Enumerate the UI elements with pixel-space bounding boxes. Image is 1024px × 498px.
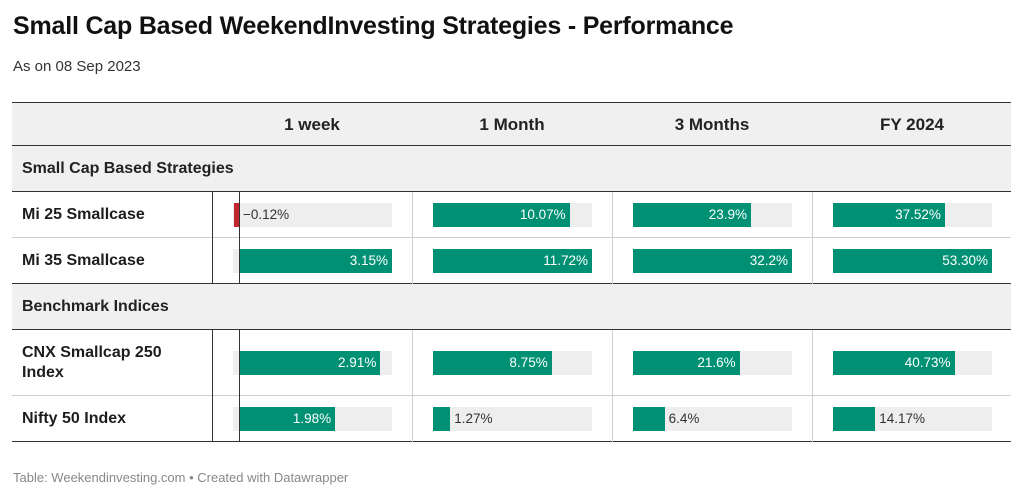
bar-track: 53.30% (833, 249, 992, 273)
column-divider (212, 396, 213, 442)
bar-track: 1.98% (233, 407, 392, 431)
zero-line (239, 192, 240, 238)
bar-track: −0.12% (233, 203, 392, 227)
value-label: 8.75% (509, 355, 548, 370)
value-bar (239, 351, 381, 375)
value-bar (633, 203, 751, 227)
row-label: Nifty 50 Index (22, 410, 127, 427)
group-label: Small Cap Based Strategies (22, 160, 234, 177)
value-label: 21.6% (697, 355, 736, 370)
value-bar (234, 203, 239, 227)
value-label: 40.73% (904, 355, 951, 370)
value-label: 14.17% (879, 411, 926, 426)
table-row: CNX Smallcap 250 Index 2.91% 8.75% 21.6% 40.… (12, 330, 1011, 396)
value-label: 23.9% (708, 207, 747, 222)
value-bar (433, 407, 451, 431)
column-divider (212, 192, 213, 238)
table-header: 1 week 1 Month 3 Months FY 2024 (12, 102, 1011, 146)
zero-line (239, 330, 240, 396)
value-label: 37.52% (895, 207, 941, 222)
table-row: Nifty 50 Index 1.98% 1.27% 6.4% 14.17% (12, 396, 1011, 442)
value-label: 32.2% (749, 253, 788, 268)
group-header: Benchmark Indices (12, 284, 1011, 330)
value-label: 1.27% (454, 411, 493, 426)
column-divider (412, 396, 413, 442)
value-bar (633, 407, 665, 431)
bar-track: 37.52% (833, 203, 992, 227)
value-bar (433, 351, 552, 375)
column-divider (612, 330, 613, 396)
value-label: 53.30% (942, 253, 988, 268)
group-label: Benchmark Indices (22, 298, 169, 315)
bar-track: 1.27% (433, 407, 592, 431)
column-header: 1 Month (479, 115, 545, 134)
column-divider (212, 238, 213, 284)
bar-track: 3.15% (233, 249, 392, 273)
row-label: Mi 35 Smallcase (22, 252, 145, 269)
bar-track: 10.07% (433, 203, 592, 227)
value-label: 2.91% (338, 355, 377, 370)
value-label: −0.12% (243, 207, 290, 222)
bar-track: 21.6% (633, 351, 792, 375)
value-bar (433, 203, 570, 227)
bar-track: 6.4% (633, 407, 792, 431)
column-divider (412, 238, 413, 284)
value-bar (833, 203, 945, 227)
column-header: FY 2024 (880, 115, 944, 134)
column-divider (412, 192, 413, 238)
zero-line (239, 238, 240, 284)
bar-track: 40.73% (833, 351, 992, 375)
column-divider (812, 192, 813, 238)
value-label: 10.07% (519, 207, 566, 222)
footer-credit: Table: Weekendinvesting.com • Created wi… (13, 470, 349, 485)
column-divider (812, 238, 813, 284)
table-row: Mi 25 Smallcase −0.12% 10.07% 23.9% 37.52% (12, 192, 1011, 238)
value-bar (239, 249, 392, 273)
value-label: 1.98% (292, 411, 332, 426)
column-divider (812, 396, 813, 442)
column-divider (412, 330, 413, 396)
value-bar (633, 249, 792, 273)
column-divider (812, 330, 813, 396)
table-row: Mi 35 Smallcase 3.15% 11.72% 32.2% 53.30% (12, 238, 1011, 284)
group-header: Small Cap Based Strategies (12, 146, 1011, 192)
page-title: Small Cap Based WeekendInvesting Strateg… (13, 12, 734, 40)
performance-table: 1 week 1 Month 3 Months FY 2024 Small Cap B… (12, 102, 1011, 442)
bar-track: 2.91% (233, 351, 392, 375)
value-bar (239, 407, 336, 431)
bar-track: 11.72% (433, 249, 592, 273)
value-bar (833, 407, 876, 431)
column-divider (612, 396, 613, 442)
bar-track: 23.9% (633, 203, 792, 227)
value-bar (433, 249, 592, 273)
row-label: CNX Smallcap 250 Index (22, 344, 162, 381)
column-header: 3 Months (674, 115, 750, 134)
value-bar (833, 351, 955, 375)
column-header: 1 week (284, 115, 340, 134)
value-label: 11.72% (543, 253, 588, 268)
column-divider (612, 238, 613, 284)
bar-track: 32.2% (633, 249, 792, 273)
value-bar (833, 249, 992, 273)
row-label: Mi 25 Smallcase (22, 206, 145, 223)
column-divider (612, 192, 613, 238)
value-label: 6.4% (668, 411, 700, 426)
bar-track: 14.17% (833, 407, 992, 431)
zero-line (239, 396, 240, 442)
value-bar (633, 351, 740, 375)
value-label: 3.15% (349, 253, 388, 268)
page-subtitle: As on 08 Sep 2023 (13, 58, 141, 75)
bar-track: 8.75% (433, 351, 592, 375)
column-divider (212, 330, 213, 396)
